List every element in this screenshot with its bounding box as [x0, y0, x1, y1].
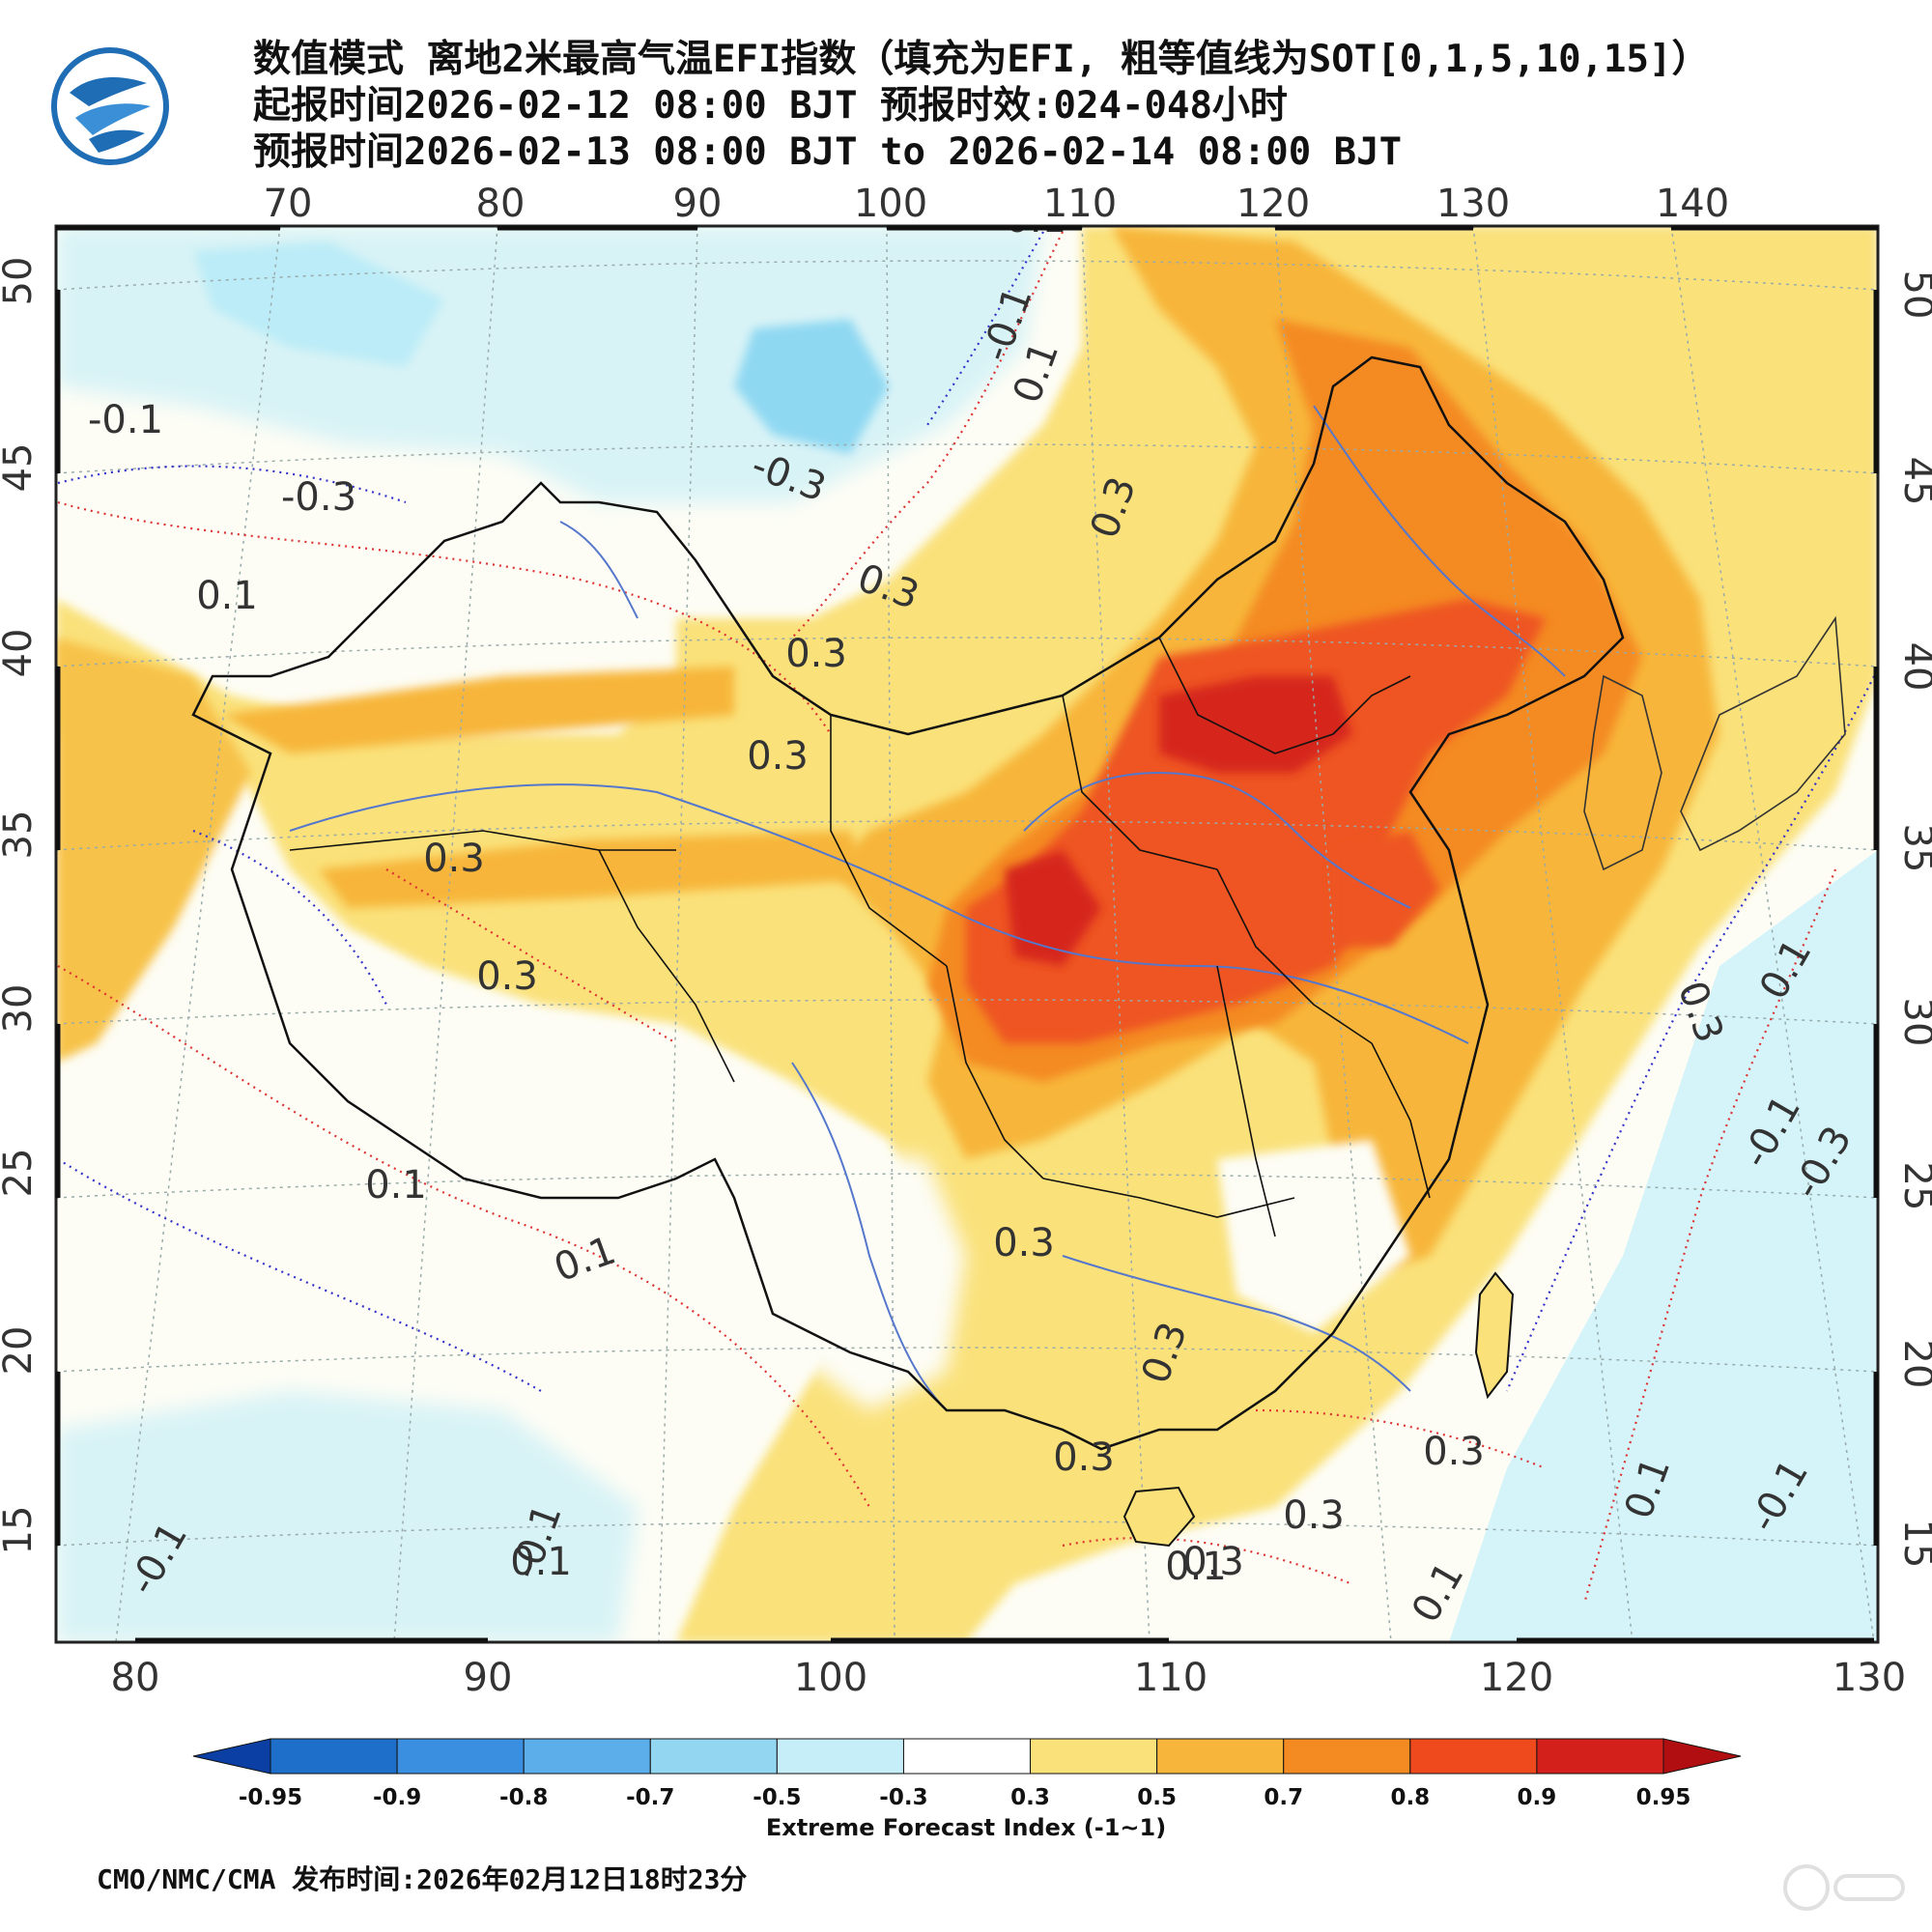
efi-red-shandong	[1333, 831, 1439, 947]
efi-yellow-qinghai-band	[319, 831, 869, 908]
efi-red-area	[966, 599, 1546, 1043]
top-lon-ticks: 70 80 90 100 110 120 130 140	[264, 182, 1730, 226]
contour-label: 0.3	[1283, 1493, 1345, 1538]
south-china-white	[1217, 1140, 1410, 1333]
contour-label: -0.3	[281, 475, 356, 520]
title-line-2: 起报时间2026-02-12 08:00 BJT 预报时效:024-048小时	[253, 84, 1288, 128]
right-lat-tick-label: 35	[1895, 824, 1932, 873]
top-lon-tick-label: 110	[1043, 182, 1117, 226]
left-lat-tick-label: 50	[0, 257, 41, 306]
mongolia-blue-patch	[734, 319, 889, 454]
bottom-lon-tick-label: 80	[111, 1656, 160, 1700]
japan-outline	[1680, 615, 1846, 852]
contour-label: 0.3	[1423, 1430, 1485, 1474]
cma-logo-icon	[51, 47, 169, 165]
contour-label: 0.3	[423, 837, 485, 881]
bottom-lon-tick-label: 100	[794, 1656, 867, 1700]
top-lon-tick-label: 140	[1656, 182, 1729, 226]
left-lat-ticks: 50 45 40 35 30 25 20 15	[0, 257, 41, 1555]
watermark-icon	[1783, 1864, 1905, 1911]
contour-label: 0.1	[1165, 1545, 1227, 1589]
efi-darkred-sichuan	[1005, 850, 1101, 966]
left-lat-tick-label: 15	[0, 1506, 41, 1555]
right-lat-tick-label: 45	[1895, 457, 1932, 506]
top-lon-tick-label: 130	[1436, 182, 1510, 226]
title-line-1: 数值模式 离地2米最高气温EFI指数（填充为EFI, 粗等值线为SOT[0,1,…	[253, 38, 1710, 81]
contour-label: 0.1	[196, 574, 258, 618]
southwest-white	[753, 1140, 966, 1410]
graticule	[56, 226, 1878, 1642]
efi-darkred-area	[1159, 676, 1352, 773]
left-lat-tick-label: 40	[0, 629, 41, 678]
korea-outline	[1583, 674, 1662, 871]
efi-yellow-west	[56, 638, 251, 1063]
left-lat-tick-label: 35	[0, 810, 41, 860]
top-lon-tick-label: 80	[476, 182, 526, 226]
china-border	[191, 355, 1625, 1451]
bottom-lon-tick-label: 110	[1134, 1656, 1208, 1700]
right-lat-tick-label: 30	[1895, 998, 1932, 1047]
top-lon-tick-label: 100	[854, 182, 927, 226]
contour-label: -0.1	[88, 398, 163, 442]
top-lon-tick-label: 90	[673, 182, 723, 226]
left-lat-tick-label: 45	[0, 443, 41, 493]
footer-issue-time: CMO/NMC/CMA 发布时间:2026年02月12日18时23分	[97, 1863, 748, 1895]
contour-label: 0.1	[643, 1646, 705, 1690]
top-lon-tick-label: 120	[1236, 182, 1310, 226]
top-lon-tick-label: 70	[264, 182, 313, 226]
hainan-island	[1122, 1486, 1196, 1548]
taiwan-island	[1474, 1271, 1515, 1400]
right-lat-tick-label: 15	[1895, 1520, 1932, 1569]
contour-label: 0.1	[365, 1163, 427, 1208]
right-lat-ticks: 50 45 40 35 30 25 20 15	[1895, 270, 1932, 1569]
frame-tick-bars	[55, 225, 1879, 1643]
bottom-lon-tick-label: 130	[1833, 1656, 1906, 1700]
contour-label: 0.3	[1182, 1540, 1244, 1584]
right-lat-tick-label: 50	[1895, 270, 1932, 320]
bottom-lon-ticks: 80 90 100 110 120 130	[111, 1656, 1907, 1700]
contour-label: 0.3	[476, 954, 538, 999]
right-lat-tick-label: 20	[1895, 1340, 1932, 1389]
contour-label: 0.3	[993, 1221, 1055, 1265]
left-lat-tick-label: 25	[0, 1149, 41, 1198]
left-lat-tick-label: 20	[0, 1326, 41, 1376]
left-lat-tick-label: 30	[0, 984, 41, 1034]
efi-yellow-tarim-band	[222, 667, 734, 753]
contour-label: 0.3	[785, 632, 847, 676]
title-line-3: 预报时间2026-02-13 08:00 BJT to 2026-02-14 0…	[253, 130, 1403, 174]
right-lat-tick-label: 25	[1895, 1162, 1932, 1211]
contour-label: 0.1	[510, 1540, 572, 1584]
contour-label: 0.3	[747, 734, 809, 779]
ocean-east-area	[1449, 850, 1878, 1642]
bottom-lon-tick-label: 120	[1480, 1656, 1553, 1700]
contour-lines	[57, 231, 1875, 1605]
province-borders	[289, 637, 1431, 1237]
bottom-lon-tick-label: 90	[464, 1656, 513, 1700]
right-lat-tick-label: 40	[1895, 642, 1932, 692]
contour-label: 0.3	[1053, 1435, 1115, 1480]
india-blue-area	[56, 1391, 638, 1642]
